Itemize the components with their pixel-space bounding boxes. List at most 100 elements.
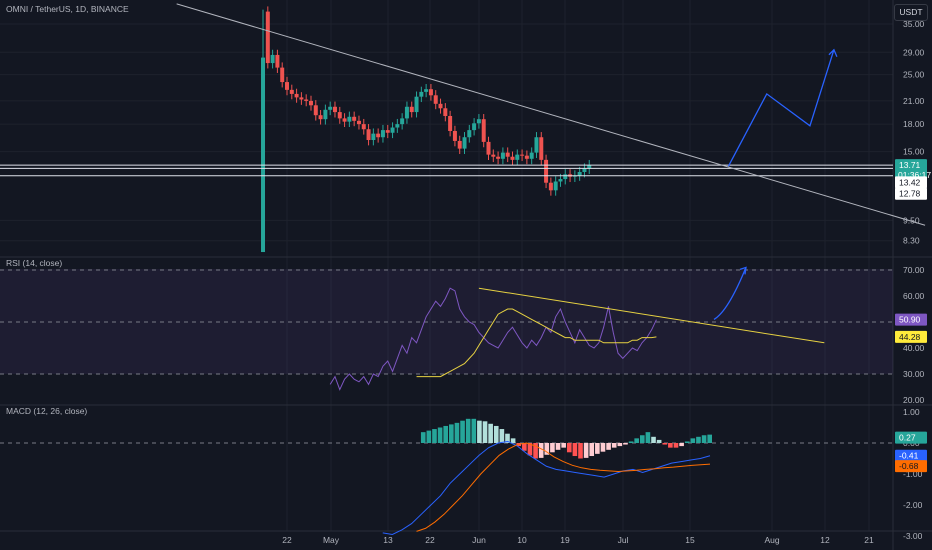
candle-body	[308, 100, 313, 106]
grid-lines	[0, 0, 893, 531]
macd-histogram-bar	[488, 423, 493, 443]
macd-histogram-bar	[679, 443, 684, 447]
price-badge-label: -0.68	[899, 461, 919, 471]
candle-body	[515, 154, 520, 160]
macd-histogram-bar	[460, 420, 465, 443]
candle-body	[486, 141, 491, 155]
projection-path	[727, 49, 835, 167]
macd-histogram-bar	[701, 435, 707, 443]
candle-body	[304, 99, 309, 101]
price-badge-label: 13.42	[899, 177, 921, 187]
macd-histogram-bar	[611, 443, 617, 448]
macd-histogram-bar	[555, 443, 561, 450]
symbol-title: OMNI / TetherUS, 1D, BINANCE	[6, 4, 129, 14]
candle-body	[452, 130, 457, 141]
price-tick-label: 9.50	[903, 215, 920, 225]
time-tick-label: May	[323, 535, 340, 545]
macd-tick-label: -2.00	[903, 500, 923, 510]
candle-body	[424, 89, 429, 92]
price-badge	[895, 187, 927, 200]
candle-body	[342, 118, 347, 122]
rsi-axis[interactable]: 70.00 60.00 40.00 30.00 20.00	[903, 265, 925, 405]
macd-histogram-bar	[690, 438, 696, 443]
macd-histogram-bar	[595, 443, 600, 454]
candle-body	[443, 108, 448, 116]
time-tick-label: 22	[425, 535, 435, 545]
price-badge-label: -0.41	[899, 451, 919, 461]
price-badge	[895, 313, 927, 326]
macd-histogram-bar	[432, 429, 437, 443]
candle-body	[404, 106, 409, 119]
candle-body	[529, 152, 534, 159]
macd-histogram-bar	[639, 435, 645, 443]
macd-histogram-bar	[426, 430, 432, 443]
price-badge	[895, 460, 927, 473]
candle-body	[520, 154, 525, 156]
price-tick-label: 15.00	[903, 147, 925, 157]
time-tick-label: Jul	[618, 535, 629, 545]
rsi-tick-label: 60.00	[903, 291, 925, 301]
macd-histogram-bar	[544, 443, 550, 455]
rsi-title: RSI (14, close)	[6, 258, 62, 268]
macd-histogram-bar	[707, 434, 712, 443]
rsi-tick-label: 20.00	[903, 395, 925, 405]
candle-body	[380, 130, 385, 138]
macd-pane[interactable]	[0, 418, 893, 535]
macd-histogram-bar	[443, 425, 449, 443]
macd-histogram-bar	[420, 432, 426, 443]
price-badge	[895, 159, 927, 182]
macd-axis[interactable]: 1.000.00-1.00-2.00-3.00	[903, 407, 923, 541]
macd-histogram-bar	[606, 443, 611, 450]
time-axis[interactable]: 22 May 13 22 Jun 10 19 Jul 15 Aug 12 21	[282, 535, 874, 545]
price-trendline	[176, 3, 926, 226]
price-badge-label: 0.27	[899, 433, 916, 443]
candle-body	[563, 174, 568, 180]
candle-body	[558, 179, 563, 182]
candle-body	[457, 140, 462, 149]
macd-histogram-bar	[550, 443, 555, 453]
candle-body	[428, 89, 433, 96]
candle-body	[328, 106, 333, 110]
rsi-projection	[713, 267, 747, 320]
candle-body	[587, 165, 592, 169]
time-tick-label: Jun	[472, 535, 486, 545]
macd-histogram-bar	[623, 443, 628, 445]
candle-body	[395, 124, 400, 128]
rsi-band-fill	[0, 269, 893, 374]
candle-body	[524, 155, 529, 159]
candle-body	[289, 89, 294, 94]
macd-histogram-bar	[572, 443, 578, 457]
macd-histogram-bar	[600, 443, 606, 452]
rsi-pane[interactable]	[0, 266, 893, 391]
candle-body	[544, 159, 549, 183]
time-tick-label: 22	[282, 535, 292, 545]
macd-histogram-bar	[533, 443, 538, 459]
candle-body	[419, 91, 424, 97]
time-tick-label: 19	[560, 535, 570, 545]
macd-histogram-bar	[561, 443, 566, 448]
currency-button[interactable]: USDT	[894, 4, 928, 21]
time-tick-label: 10	[517, 535, 527, 545]
macd-histogram-bar	[471, 418, 477, 443]
price-pane[interactable]	[0, 3, 926, 253]
price-badge	[895, 176, 927, 189]
macd-histogram-bar	[510, 438, 516, 443]
time-tick-label: 15	[685, 535, 695, 545]
candle-body	[265, 11, 270, 64]
rsi-ma-line	[416, 308, 657, 378]
macd-histogram-bar	[477, 420, 482, 443]
time-tick-label: 12	[820, 535, 830, 545]
macd-tick-label: 1.00	[903, 407, 920, 417]
candle-body	[313, 105, 318, 116]
price-axis[interactable]: 35.00 29.00 25.00 21.00 18.00 15.00 9.50 8.30	[903, 19, 925, 246]
candle-body	[280, 67, 285, 83]
price-badge-label: 44.28	[899, 332, 921, 342]
price-badge-label: 50.90	[899, 315, 921, 325]
candle-body	[270, 54, 275, 64]
candle-body	[438, 103, 443, 109]
price-badge	[895, 449, 927, 462]
candle-body	[385, 130, 390, 133]
